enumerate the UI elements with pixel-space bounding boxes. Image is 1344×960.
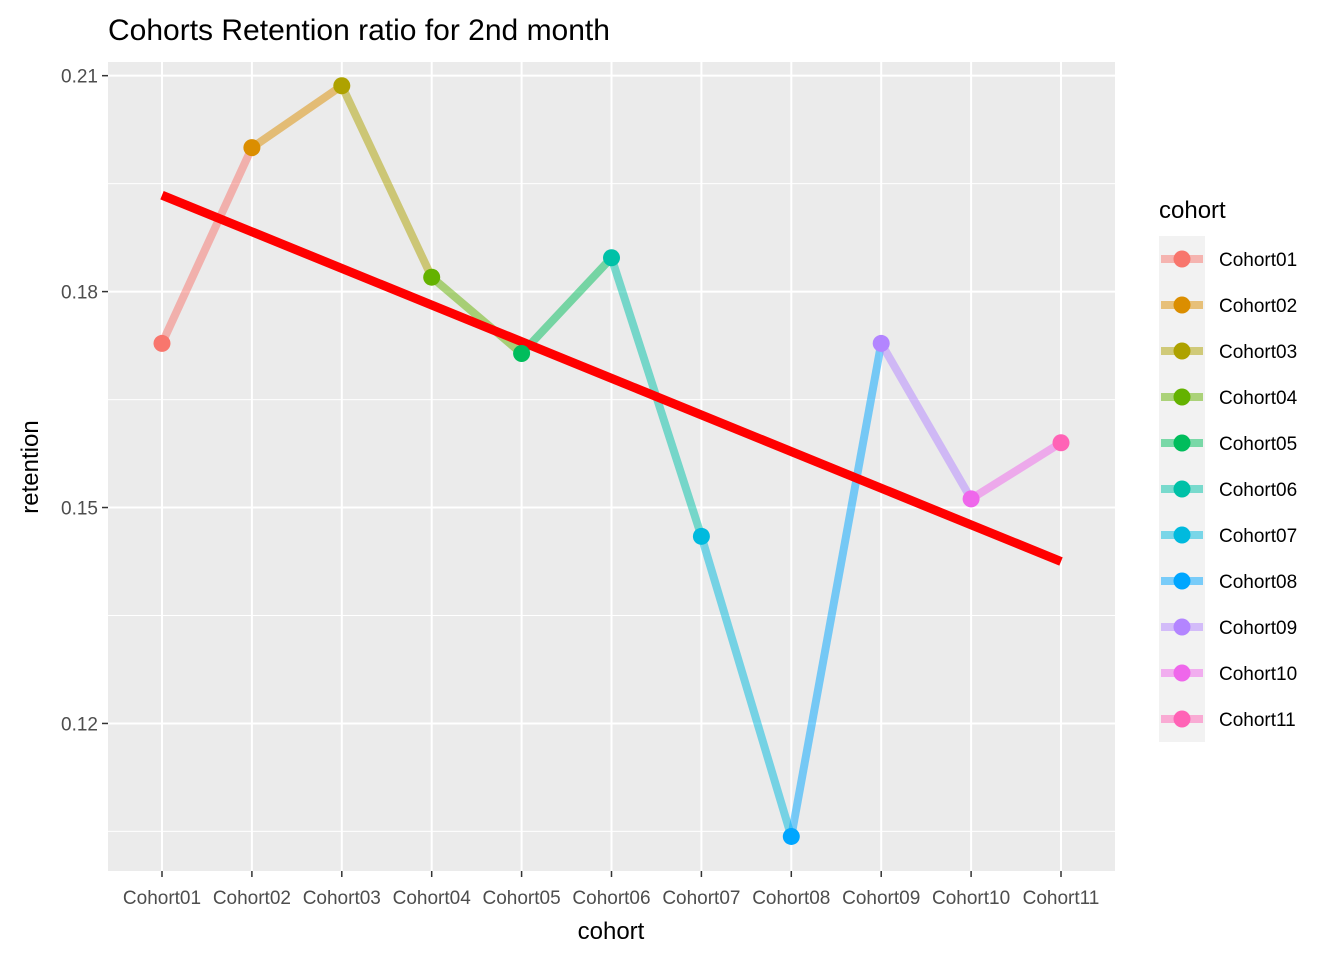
point-cohort05 [513, 344, 531, 362]
x-tick-label: Cohort02 [213, 888, 291, 909]
y-axis-title: retention [17, 420, 44, 513]
x-tick-label: Cohort04 [393, 888, 472, 909]
legend-items: Cohort01 Cohort02 Cohort03 Cohort04 Cohort05… [1159, 236, 1298, 742]
line-segment-cohort07 [697, 535, 796, 838]
legend-label: Cohort05 [1219, 434, 1297, 455]
legend-key-point [1173, 710, 1191, 728]
legend-key-point [1173, 434, 1191, 452]
legend-key-point [1173, 664, 1191, 682]
legend-key-point [1173, 296, 1191, 314]
point-cohort11 [1052, 434, 1070, 452]
legend-label: Cohort09 [1219, 618, 1297, 639]
point-cohort04 [423, 268, 441, 286]
y-tick-label: 0.21 [61, 67, 98, 88]
point-cohort02 [243, 139, 261, 157]
y-tick-label: 0.12 [61, 714, 98, 735]
x-tick-label: Cohort09 [842, 888, 920, 909]
y-tick-label: 0.18 [61, 283, 98, 304]
legend-label: Cohort11 [1219, 710, 1296, 731]
trend-group [160, 190, 1063, 566]
x-tick-label: Cohort07 [662, 888, 740, 909]
point-cohort03 [333, 77, 351, 95]
legend-key-point [1173, 250, 1191, 268]
point-cohort10 [962, 490, 980, 508]
legend-label: Cohort06 [1219, 480, 1297, 501]
legend-label: Cohort03 [1219, 342, 1297, 363]
legend-label: Cohort07 [1219, 526, 1297, 547]
line-segment-cohort10 [968, 439, 1064, 503]
legend-key-point [1173, 526, 1191, 544]
line-segment-cohort08 [787, 342, 886, 838]
x-tick-label: Cohort08 [752, 888, 830, 909]
legend-label: Cohort08 [1219, 572, 1297, 593]
legend-title: cohort [1159, 197, 1226, 224]
point-cohort09 [872, 334, 890, 352]
legend-label: Cohort04 [1219, 388, 1298, 409]
legend-label: Cohort01 [1219, 250, 1297, 271]
line-segment-cohort01 [158, 145, 256, 346]
x-tick-label: Cohort06 [572, 888, 650, 909]
legend-label: Cohort10 [1219, 664, 1297, 685]
legend-key-point [1173, 618, 1191, 636]
line-segment-cohort04 [429, 274, 525, 357]
legend-key-point [1173, 388, 1191, 406]
legend-key-point [1173, 480, 1191, 498]
point-cohort07 [692, 527, 710, 545]
x-tick-label: Cohort10 [932, 888, 1010, 909]
x-tick-label: Cohort03 [303, 888, 381, 909]
point-cohort01 [153, 334, 171, 352]
line-segment-cohort05 [518, 255, 615, 357]
x-tick-label: Cohort01 [123, 888, 201, 909]
chart-title: Cohorts Retention ratio for 2nd month [108, 14, 610, 47]
line-segment-cohort02 [249, 82, 345, 151]
line-segment-cohort03 [338, 84, 436, 279]
legend-key-point [1173, 342, 1191, 360]
trend-line [160, 190, 1063, 566]
series-points [153, 77, 1070, 845]
legend: cohort Cohort01Cohort02Cohort03Cohort04C… [1159, 197, 1298, 742]
line-segment-cohort09 [877, 341, 975, 501]
legend-label: Cohort02 [1219, 296, 1297, 317]
series-lines [158, 82, 1064, 838]
y-tick-label: 0.15 [61, 499, 98, 520]
point-cohort08 [782, 827, 800, 845]
legend-key-point [1173, 572, 1191, 590]
x-tick-label: Cohort05 [483, 888, 561, 909]
point-cohort06 [603, 249, 620, 267]
x-axis-title: cohort [578, 918, 645, 945]
y-axis: 0.12 0.15 0.18 0.21 [61, 67, 108, 735]
x-axis: Cohort01 Cohort02 Cohort03 Cohort04 Cohort05… [123, 871, 1099, 909]
x-tick-label: Cohort11 [1023, 888, 1100, 909]
